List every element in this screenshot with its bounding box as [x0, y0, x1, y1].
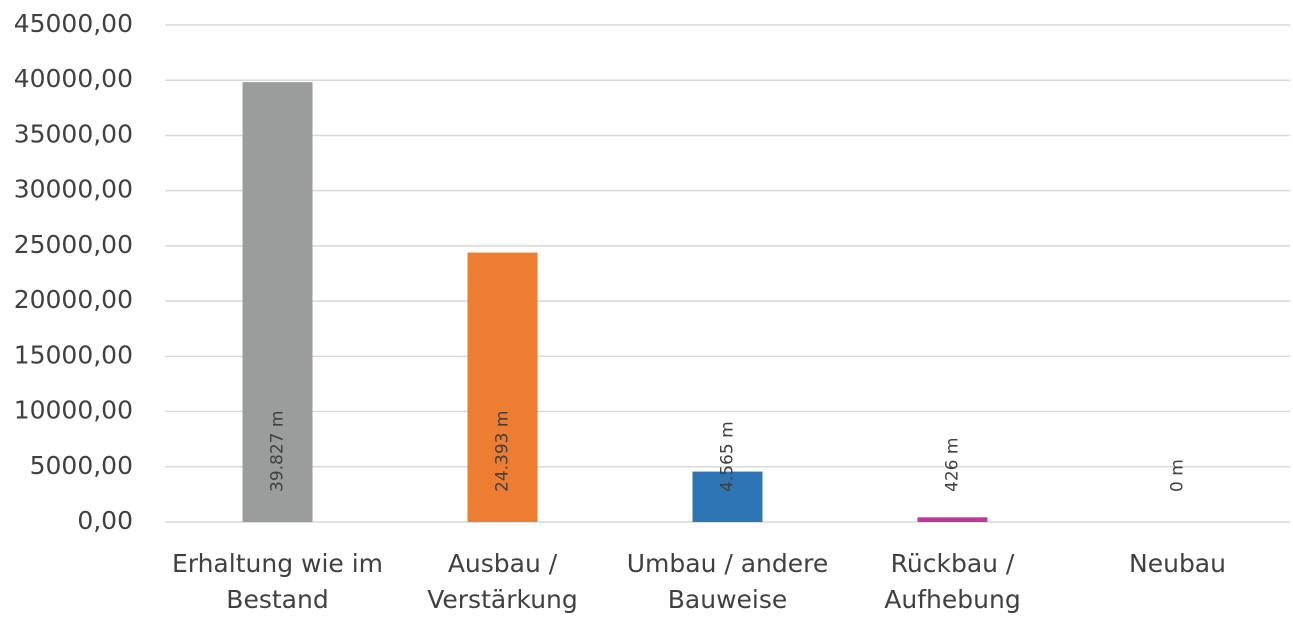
x-tick-label: Rückbau / Aufhebung: [884, 549, 1021, 614]
y-tick-label: 5000,00: [30, 451, 133, 480]
x-tick-label: Erhaltung wie im Bestand: [171, 549, 384, 614]
y-tick-label: 25000,00: [14, 230, 133, 259]
bar: [917, 517, 988, 522]
bar: [692, 471, 763, 522]
y-tick-label: 35000,00: [14, 119, 133, 148]
y-tick-label: 10000,00: [14, 396, 133, 425]
data-label: 4.565 m: [718, 421, 738, 492]
y-tick-label: 30000,00: [14, 175, 133, 204]
data-label: 24.393 m: [493, 411, 513, 492]
y-tick-label: 15000,00: [14, 340, 133, 369]
data-label: 426 m: [943, 438, 963, 492]
y-tick-label: 0,00: [77, 506, 133, 535]
y-tick-label: 45000,00: [14, 9, 133, 38]
bar: [242, 82, 313, 523]
data-label: 0 m: [1168, 459, 1188, 492]
data-label: 39.827 m: [268, 411, 288, 492]
bar: [467, 252, 538, 522]
x-tick-label: Ausbau / Verstärkung: [427, 549, 578, 614]
x-tick-label: Neubau: [1129, 549, 1226, 578]
y-tick-label: 40000,00: [14, 64, 133, 93]
x-tick-label: Umbau / andere Bauweise: [626, 549, 829, 614]
y-tick-label: 20000,00: [14, 285, 133, 314]
